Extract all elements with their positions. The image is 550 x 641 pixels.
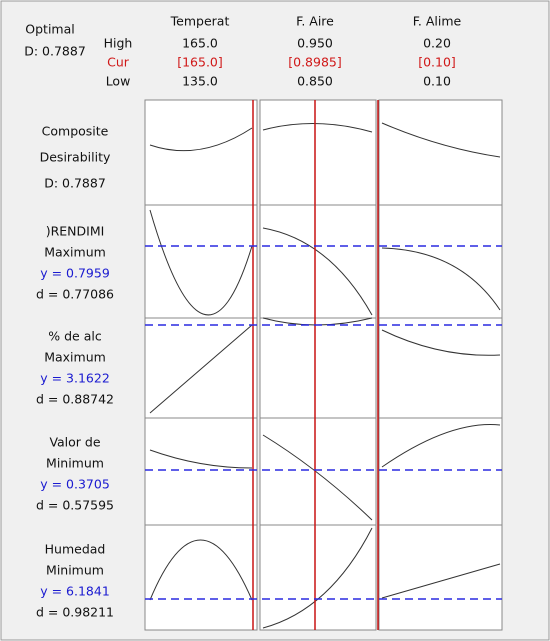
response-y: y = 3.1622 — [40, 371, 110, 386]
factor-cur: [165.0] — [177, 55, 223, 70]
panel — [378, 204, 503, 319]
curve — [262, 122, 373, 133]
curve — [262, 434, 373, 521]
curve — [381, 329, 501, 356]
panel — [378, 417, 503, 526]
response-name: Valor de — [49, 435, 100, 450]
response-d: d = 0.77086 — [36, 287, 114, 302]
response-goal: Maximum — [44, 350, 106, 365]
composite-label: D: 0.7887 — [44, 176, 106, 191]
factor-high: 0.20 — [423, 36, 451, 51]
response-goal: Minimum — [46, 563, 104, 578]
response-goal: Minimum — [46, 456, 104, 471]
factor-name: F. Aire — [296, 14, 334, 29]
panel — [378, 317, 503, 419]
panel — [259, 524, 377, 631]
low-label: Low — [106, 74, 131, 89]
composite-label: Composite — [42, 124, 109, 139]
panel — [259, 417, 377, 526]
factor-high: 165.0 — [182, 36, 218, 51]
factor-cur: [0.8985] — [288, 55, 342, 70]
panel — [378, 99, 503, 206]
panel — [144, 204, 258, 319]
curve — [149, 539, 253, 601]
panel — [378, 524, 503, 631]
curve — [381, 424, 501, 468]
response-y: y = 0.7959 — [40, 266, 110, 281]
panel — [259, 317, 377, 419]
response-name: % de alc — [48, 329, 102, 344]
curve — [149, 127, 253, 152]
panel — [259, 204, 377, 319]
factor-low: 0.850 — [297, 74, 333, 89]
curve — [381, 122, 501, 158]
response-d: d = 0.98211 — [36, 605, 114, 620]
response-name: )RENDIMI — [46, 224, 105, 239]
curve — [381, 563, 501, 599]
response-d: d = 0.88742 — [36, 392, 114, 407]
factor-name: F. Alime — [413, 14, 462, 29]
response-y: y = 0.3705 — [40, 477, 110, 492]
panel — [144, 99, 258, 206]
curve — [262, 527, 373, 629]
response-name: Humedad — [45, 542, 106, 557]
composite-label: Desirability — [40, 150, 111, 165]
panel — [259, 99, 377, 206]
factor-name: Temperat — [170, 14, 230, 29]
cur-label: Cur — [107, 55, 130, 70]
response-y: y = 6.1841 — [40, 584, 110, 599]
panel — [144, 417, 258, 526]
curve — [149, 324, 253, 414]
curve — [262, 227, 373, 316]
factor-low: 135.0 — [182, 74, 218, 89]
curve — [381, 247, 501, 311]
optimal-d: D: 0.7887 — [24, 44, 86, 59]
response-d: d = 0.57595 — [36, 498, 114, 513]
panel — [144, 524, 258, 631]
factor-high: 0.950 — [297, 36, 333, 51]
curve — [149, 209, 253, 316]
factor-low: 0.10 — [423, 74, 451, 89]
factor-cur: [0.10] — [418, 55, 456, 70]
panels — [144, 99, 503, 631]
high-label: High — [104, 36, 133, 51]
curve — [149, 449, 253, 469]
response-goal: Maximum — [44, 245, 106, 260]
optimal-label: Optimal — [25, 22, 74, 37]
